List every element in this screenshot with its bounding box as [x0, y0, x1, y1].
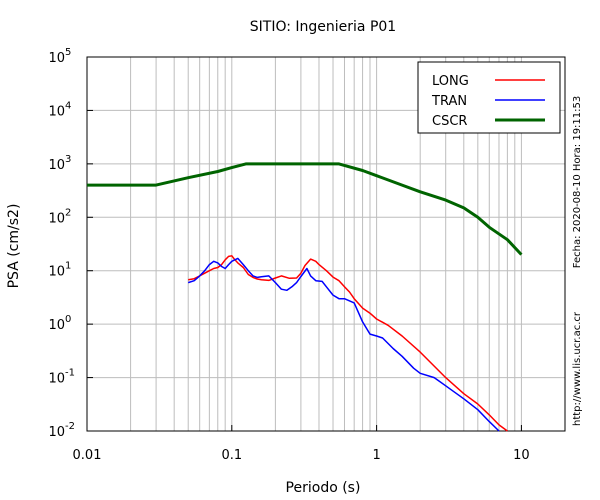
y-tick-exponent: 4 — [65, 100, 71, 111]
plot-frame — [86, 56, 566, 432]
x-tick-label: 0.1 — [221, 448, 242, 463]
x-tick-label: 0.01 — [73, 448, 102, 463]
y-tick-exponent: -1 — [65, 368, 75, 379]
y-tick-exponent: -2 — [65, 421, 75, 432]
y-tick-exponent: 3 — [65, 154, 71, 165]
x-axis-label: Periodo (s) — [286, 480, 361, 496]
y-tick-exponent: 5 — [65, 47, 71, 58]
series-line-cscr — [87, 162, 523, 256]
legend-label-long: LONG — [432, 74, 469, 89]
y-tick-label: 10 — [48, 265, 65, 280]
url-label: http://www.lis.ucr.ac.cr — [572, 311, 583, 426]
series-line-long — [188, 255, 508, 432]
y-tick-exponent: 2 — [65, 207, 71, 218]
series-group — [87, 162, 523, 432]
y-tick-label: 10 — [48, 158, 65, 173]
y-tick-label: 10 — [48, 372, 65, 387]
y-tick-label: 10 — [48, 318, 65, 333]
x-tick-label: 1 — [372, 448, 380, 463]
series-line-tran — [187, 257, 500, 432]
y-tick-label: 10 — [48, 425, 65, 440]
x-tick-label: 10 — [513, 448, 530, 463]
chart-title: SITIO: Ingenieria P01 — [250, 19, 396, 35]
y-axis-label: PSA (cm/s2) — [6, 204, 22, 289]
y-tick-label: 10 — [48, 104, 65, 119]
grid — [87, 57, 565, 431]
y-tick-exponent: 1 — [65, 261, 71, 272]
y-tick-exponent: 0 — [65, 314, 71, 325]
date-label: Fecha: 2020-08-10 Hora: 19:11:53 — [572, 96, 583, 269]
y-tick-label: 10 — [48, 211, 65, 226]
legend-label-cscr: CSCR — [432, 114, 467, 129]
legend: LONG TRAN CSCR — [417, 61, 561, 134]
legend-label-tran: TRAN — [431, 94, 467, 109]
y-tick-label: 10 — [48, 51, 65, 66]
